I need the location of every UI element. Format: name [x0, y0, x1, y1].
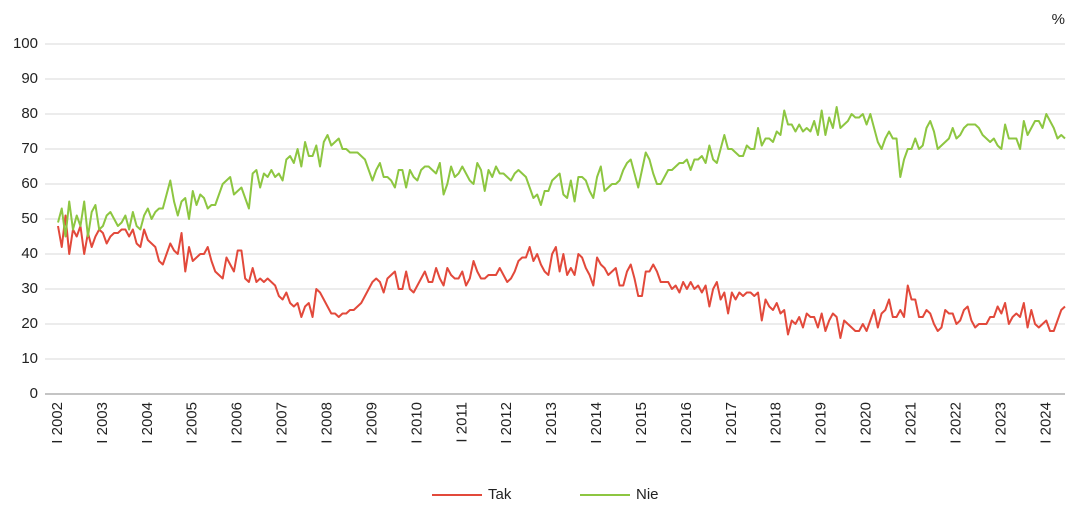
y-tick-label: 80 [21, 105, 38, 122]
x-tick-label: I 2019 [813, 402, 830, 444]
y-tick-label: 50 [21, 210, 38, 227]
x-tick-label: I 2007 [274, 402, 291, 444]
unit-label: % [1052, 11, 1065, 28]
x-tick-label: I 2010 [408, 402, 425, 444]
x-tick-label: I 2006 [229, 402, 246, 444]
y-tick-label: 90 [21, 70, 38, 87]
y-tick-label: 100 [13, 35, 38, 52]
y-tick-label: 60 [21, 175, 38, 192]
x-tick-label: I 2003 [94, 402, 111, 444]
legend-label: Tak [488, 486, 512, 503]
x-tick-label: I 2005 [184, 402, 201, 444]
y-tick-label: 10 [21, 350, 38, 367]
x-tick-label: I 2011 [453, 402, 470, 443]
x-tick-label: I 2009 [363, 402, 380, 444]
y-tick-label: 30 [21, 280, 38, 297]
y-tick-label: 20 [21, 315, 38, 332]
x-tick-label: I 2022 [947, 402, 964, 444]
x-tick-label: I 2023 [992, 402, 1009, 444]
x-tick-label: I 2015 [633, 402, 650, 444]
x-tick-label: I 2004 [139, 402, 156, 444]
x-tick-label: I 2017 [723, 402, 740, 444]
x-tick-label: I 2021 [902, 402, 919, 444]
x-tick-label: I 2002 [49, 402, 66, 444]
x-tick-label: I 2013 [543, 402, 560, 444]
x-tick-label: I 2024 [1037, 402, 1054, 444]
x-tick-label: I 2020 [858, 402, 875, 444]
series-line [57, 214, 1066, 339]
x-tick-label: I 2014 [588, 402, 605, 444]
x-tick-label: I 2012 [498, 402, 515, 444]
x-tick-label: I 2016 [678, 402, 695, 444]
y-tick-label: 70 [21, 140, 38, 157]
y-tick-label: 40 [21, 245, 38, 262]
legend-label: Nie [636, 486, 659, 503]
y-tick-label: 0 [30, 385, 38, 402]
series-line [57, 106, 1066, 238]
x-tick-label: I 2018 [768, 402, 785, 444]
x-tick-label: I 2008 [319, 402, 336, 444]
